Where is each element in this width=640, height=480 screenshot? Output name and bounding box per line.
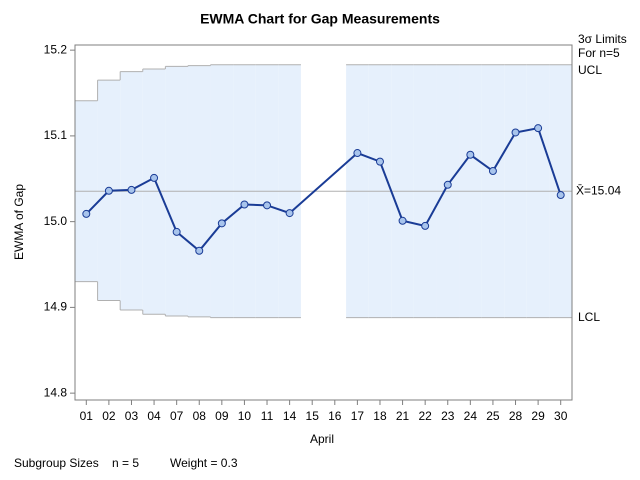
y-tick-label: 14.8: [44, 385, 68, 399]
x-tick-label: 02: [102, 409, 116, 423]
ewma-point: [263, 201, 272, 210]
center-label: X̄=15.04: [576, 183, 621, 197]
ewma-point: [217, 219, 226, 228]
ucl-label: UCL: [578, 63, 602, 77]
ewma-point: [443, 180, 452, 189]
ewma-point: [375, 157, 384, 166]
x-tick-label: 30: [554, 409, 568, 423]
ewma-point: [285, 209, 294, 218]
ewma-point: [82, 209, 91, 218]
x-tick-label: 28: [509, 409, 523, 423]
x-axis-label: April: [310, 432, 334, 446]
x-tick-label: 10: [238, 409, 252, 423]
ewma-point: [172, 227, 181, 236]
ewma-point: [488, 167, 497, 176]
x-tick-label: 14: [283, 409, 297, 423]
y-tick-label: 14.9: [44, 300, 68, 314]
x-tick-label: 29: [531, 409, 545, 423]
x-tick-label: 03: [125, 409, 139, 423]
x-tick-label: 21: [396, 409, 410, 423]
ewma-point: [466, 150, 475, 159]
y-tick-label: 15.1: [44, 128, 68, 142]
x-tick-label: 07: [170, 409, 184, 423]
x-tick-label: 16: [328, 409, 342, 423]
ewma-point: [104, 186, 113, 195]
ewma-point: [150, 173, 159, 182]
x-tick-label: 18: [373, 409, 387, 423]
y-axis-label: EWMA of Gap: [12, 184, 26, 260]
ewma-point: [556, 191, 565, 200]
ewma-point: [534, 124, 543, 133]
x-tick-label: 22: [418, 409, 432, 423]
ewma-point: [353, 149, 362, 158]
footer-weight: Weight = 0.3: [170, 456, 238, 470]
limits-label: 3σ Limits: [578, 32, 627, 46]
ewma-line: [85, 127, 562, 253]
ewma-point: [195, 246, 204, 255]
ewma-point: [421, 221, 430, 230]
footer-label: Subgroup Sizes: [14, 456, 99, 470]
n-label: For n=5: [578, 46, 620, 60]
x-tick-label: 11: [261, 409, 274, 423]
x-tick-label: 25: [486, 409, 500, 423]
y-tick-label: 15.0: [44, 214, 68, 228]
x-tick-label: 23: [441, 409, 455, 423]
lcl-label: LCL: [578, 310, 600, 324]
x-tick-label: 04: [147, 409, 161, 423]
x-tick-label: 08: [193, 409, 207, 423]
ewma-point: [127, 185, 136, 194]
ewma-point: [398, 216, 407, 225]
x-tick-label: 17: [351, 409, 365, 423]
ewma-point: [240, 200, 249, 209]
x-tick-label: 24: [464, 409, 478, 423]
x-tick-label: 15: [306, 409, 320, 423]
footer-n: n = 5: [112, 456, 139, 470]
x-tick-label: 01: [80, 409, 94, 423]
x-tick-label: 09: [215, 409, 229, 423]
y-tick-label: 15.2: [44, 42, 68, 56]
plot-frame: [74, 44, 573, 401]
ewma-point: [511, 128, 520, 137]
chart-title: EWMA Chart for Gap Measurements: [200, 11, 440, 27]
